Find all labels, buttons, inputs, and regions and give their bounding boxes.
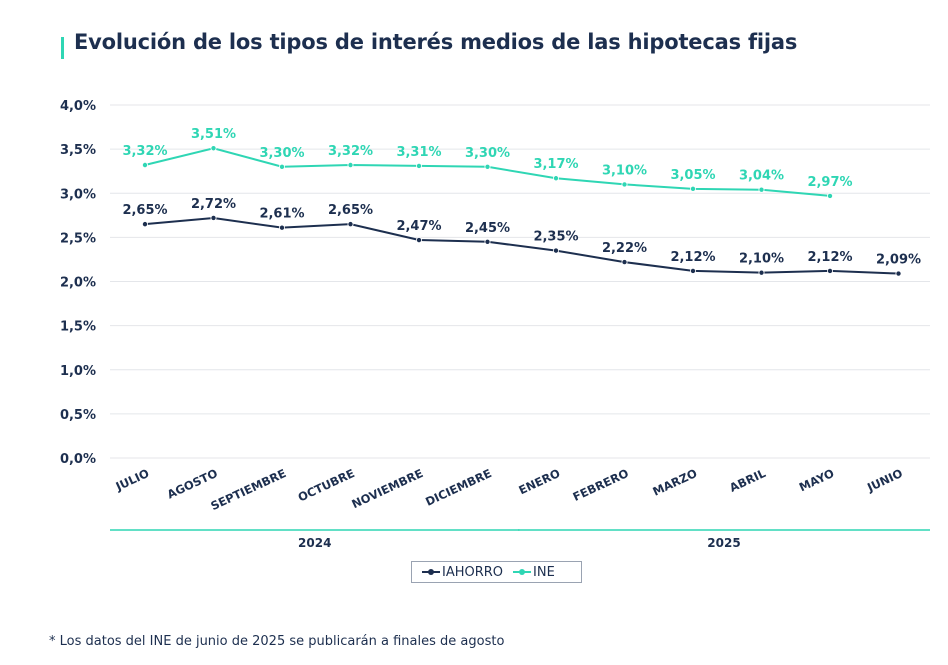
title-accent-bar — [61, 37, 64, 59]
data-label-ine: 3,51% — [191, 127, 236, 142]
y-tick-label: 2,5% — [60, 231, 96, 246]
y-tick-label: 2,0% — [60, 276, 96, 291]
data-point-ine — [484, 163, 491, 170]
data-point-iahorro — [210, 214, 217, 221]
y-tick-label: 0,5% — [60, 408, 96, 423]
legend-swatch-ine — [513, 569, 532, 575]
data-point-iahorro — [415, 237, 422, 244]
data-label-ine: 3,30% — [465, 146, 510, 161]
data-point-ine — [141, 162, 148, 169]
data-label-iahorro: 2,72% — [191, 197, 236, 212]
legend-item-iahorro: IAHORRO — [422, 565, 503, 580]
x-tick-label: FEBRERO — [571, 466, 631, 504]
data-label-iahorro: 2,09% — [876, 253, 921, 268]
x-tick-label: JUNIO — [864, 466, 905, 495]
data-label-iahorro: 2,10% — [739, 252, 784, 267]
data-point-ine — [415, 162, 422, 169]
data-label-iahorro: 2,12% — [807, 250, 852, 265]
data-label-ine: 3,05% — [670, 168, 715, 183]
year-group-label: 2024 — [298, 536, 331, 550]
data-point-iahorro — [827, 267, 834, 274]
data-point-iahorro — [690, 267, 697, 274]
data-point-iahorro — [553, 247, 560, 254]
data-label-iahorro: 2,45% — [465, 221, 510, 236]
data-label-iahorro: 2,22% — [602, 241, 647, 256]
data-label-iahorro: 2,61% — [259, 207, 304, 222]
data-label-ine: 3,30% — [259, 146, 304, 161]
data-point-iahorro — [758, 269, 765, 276]
data-label-iahorro: 2,12% — [670, 250, 715, 265]
x-tick-label: ABRIL — [727, 466, 768, 495]
y-tick-label: 3,5% — [60, 143, 96, 158]
data-point-ine — [621, 181, 628, 188]
data-point-ine — [210, 145, 217, 152]
y-tick-label: 1,0% — [60, 364, 96, 379]
x-tick-label: NOVIEMBRE — [350, 466, 426, 511]
x-tick-label: MARZO — [650, 466, 699, 499]
data-label-ine: 3,10% — [602, 163, 647, 178]
y-tick-label: 0,0% — [60, 452, 96, 467]
data-point-iahorro — [895, 270, 902, 277]
line-chart: 0,0% 0,5% 1,0% 1,5% 2,0% 2,5% 3,0% 3,5% 4,0% JULI… — [60, 99, 930, 550]
data-point-iahorro — [278, 224, 285, 231]
footnote: * Los datos del INE de junio de 2025 se … — [49, 634, 505, 649]
data-label-ine: 3,32% — [122, 144, 167, 159]
x-tick-label: AGOSTO — [165, 466, 220, 502]
data-point-iahorro — [347, 221, 354, 228]
series-line-iahorro — [144, 216, 899, 275]
data-point-ine — [758, 186, 765, 193]
chart-legend: IAHORRO INE — [411, 561, 582, 583]
y-tick-label: 1,5% — [60, 320, 96, 335]
x-tick-label: MAYO — [797, 466, 837, 494]
data-label-iahorro: 2,65% — [122, 203, 167, 218]
data-point-iahorro — [141, 221, 148, 228]
x-tick-label: JULIO — [113, 466, 152, 494]
data-point-iahorro — [484, 238, 491, 245]
data-label-ine: 3,04% — [739, 169, 784, 184]
data-point-ine — [278, 163, 285, 170]
y-tick-label: 4,0% — [60, 99, 96, 114]
data-point-iahorro — [621, 259, 628, 266]
data-label-iahorro: 2,65% — [328, 203, 373, 218]
data-label-iahorro: 2,47% — [396, 219, 441, 234]
year-group-label: 2025 — [707, 536, 740, 550]
data-label-iahorro: 2,35% — [533, 230, 578, 245]
data-point-ine — [827, 192, 834, 199]
data-point-ine — [553, 175, 560, 182]
legend-label-ine: INE — [533, 564, 555, 580]
data-label-ine: 3,31% — [396, 145, 441, 160]
legend-item-ine: INE — [513, 565, 555, 580]
legend-swatch-iahorro — [422, 569, 440, 575]
legend-label-iahorro: IAHORRO — [442, 564, 504, 580]
data-point-ine — [347, 162, 354, 169]
data-label-ine: 2,97% — [807, 175, 852, 190]
x-tick-label: OCTUBRE — [296, 466, 357, 504]
chart-title: Evolución de los tipos de interés medios… — [74, 30, 798, 54]
x-tick-label: DICIEMBRE — [423, 466, 494, 509]
data-label-ine: 3,32% — [328, 144, 373, 159]
y-tick-label: 3,0% — [60, 187, 96, 202]
x-tick-label: SEPTIEMBRE — [209, 466, 289, 513]
data-point-ine — [690, 185, 697, 192]
x-tick-label: ENERO — [517, 466, 563, 497]
data-label-ine: 3,17% — [533, 157, 578, 172]
